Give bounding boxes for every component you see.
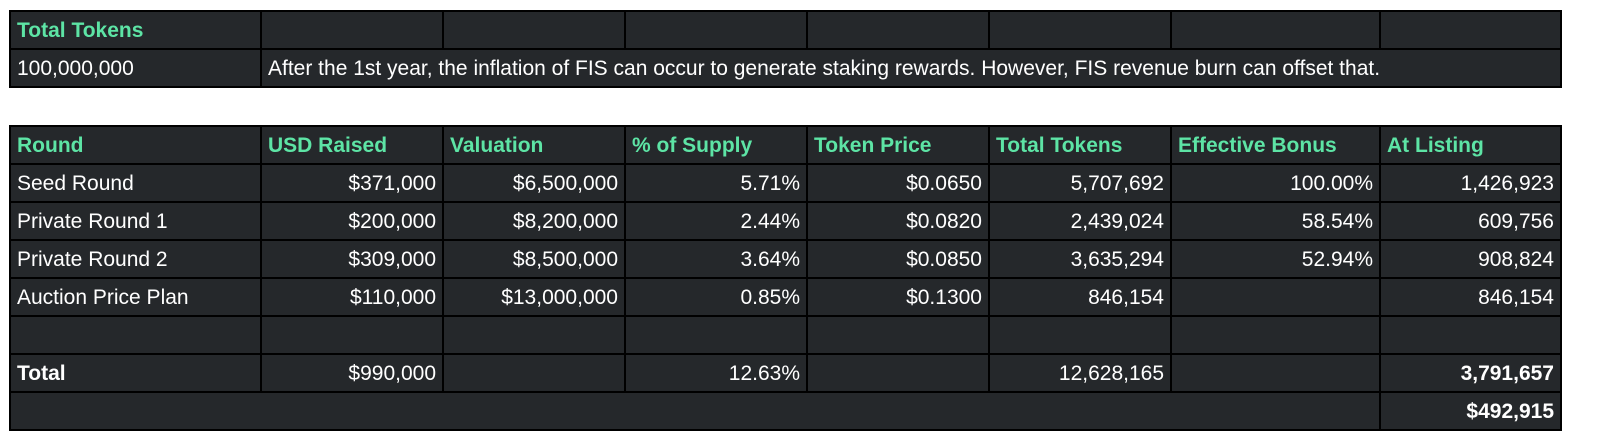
table-cell[interactable]: $8,200,000 [442, 201, 626, 241]
table-cell[interactable]: 1,426,923 [1379, 163, 1562, 203]
at-listing-usd-value[interactable]: $492,915 [1379, 391, 1562, 431]
total-tokens-value-row: 100,000,000 After the 1st year, the infl… [9, 48, 1562, 88]
table-cell[interactable]: 908,824 [1379, 239, 1562, 279]
table-cell[interactable]: 58.54% [1170, 201, 1381, 241]
table-cell[interactable]: 5.71% [624, 163, 808, 203]
column-header[interactable]: Total Tokens [988, 125, 1172, 165]
total-pct-supply[interactable]: 12.63% [624, 353, 808, 393]
table-cell[interactable]: 2,439,024 [988, 201, 1172, 241]
empty-cell[interactable] [806, 315, 990, 355]
round-name-cell[interactable]: Auction Price Plan [9, 277, 262, 317]
total-tokens-value[interactable]: 100,000,000 [9, 48, 262, 88]
table-cell[interactable]: 609,756 [1379, 201, 1562, 241]
table-cell[interactable]: $0.0820 [806, 201, 990, 241]
merged-empty-cell[interactable] [9, 391, 1381, 431]
table-cell[interactable]: 2.44% [624, 201, 808, 241]
table-cell[interactable]: 100.00% [1170, 163, 1381, 203]
table-row: Auction Price Plan $110,000 $13,000,000 … [9, 277, 1562, 317]
total-tokens-header-row: Total Tokens [9, 10, 1562, 50]
empty-cell[interactable] [1170, 10, 1381, 50]
empty-cell[interactable] [988, 315, 1172, 355]
column-header[interactable]: Effective Bonus [1170, 125, 1381, 165]
empty-cell[interactable] [1379, 10, 1562, 50]
empty-cell[interactable] [1170, 315, 1381, 355]
table-cell[interactable]: $13,000,000 [442, 277, 626, 317]
empty-cell[interactable] [260, 315, 444, 355]
empty-cell[interactable] [442, 10, 626, 50]
table-cell[interactable]: 846,154 [988, 277, 1172, 317]
round-name-cell[interactable]: Seed Round [9, 163, 262, 203]
empty-cell[interactable] [988, 10, 1172, 50]
table-row: Seed Round $371,000 $6,500,000 5.71% $0.… [9, 163, 1562, 203]
empty-cell[interactable] [806, 353, 990, 393]
table-cell[interactable] [1170, 277, 1381, 317]
table-cell[interactable]: $0.0650 [806, 163, 990, 203]
table-row: Private Round 2 $309,000 $8,500,000 3.64… [9, 239, 1562, 279]
column-header[interactable]: Token Price [806, 125, 990, 165]
column-header[interactable]: Round [9, 125, 262, 165]
table-cell[interactable]: 3.64% [624, 239, 808, 279]
column-header[interactable]: USD Raised [260, 125, 444, 165]
total-row: Total $990,000 12.63% 12,628,165 3,791,6… [9, 353, 1562, 393]
table-cell[interactable]: 3,635,294 [988, 239, 1172, 279]
table-cell[interactable]: $200,000 [260, 201, 444, 241]
table-cell[interactable]: $6,500,000 [442, 163, 626, 203]
inflation-note[interactable]: After the 1st year, the inflation of FIS… [260, 48, 1562, 88]
empty-cell[interactable] [806, 10, 990, 50]
empty-row [9, 315, 1562, 355]
round-name-cell[interactable]: Private Round 1 [9, 201, 262, 241]
column-header[interactable]: Valuation [442, 125, 626, 165]
empty-cell[interactable] [9, 315, 262, 355]
empty-cell[interactable] [442, 315, 626, 355]
round-name-cell[interactable]: Private Round 2 [9, 239, 262, 279]
column-header-row: Round USD Raised Valuation % of Supply T… [9, 125, 1562, 165]
table-cell[interactable]: 0.85% [624, 277, 808, 317]
total-tokens-sum[interactable]: 12,628,165 [988, 353, 1172, 393]
empty-cell[interactable] [260, 10, 444, 50]
column-header[interactable]: % of Supply [624, 125, 808, 165]
table-cell[interactable]: $0.0850 [806, 239, 990, 279]
empty-cell[interactable] [624, 315, 808, 355]
table-cell[interactable]: 52.94% [1170, 239, 1381, 279]
table-cell[interactable]: $309,000 [260, 239, 444, 279]
empty-cell[interactable] [442, 353, 626, 393]
table-cell[interactable]: 846,154 [1379, 277, 1562, 317]
empty-cell[interactable] [1379, 315, 1562, 355]
total-usd-raised[interactable]: $990,000 [260, 353, 444, 393]
total-tokens-table: Total Tokens 100,000,000 After the 1st y… [9, 10, 1562, 88]
funding-rounds-table: Round USD Raised Valuation % of Supply T… [9, 125, 1562, 431]
empty-cell[interactable] [1170, 353, 1381, 393]
column-header[interactable]: At Listing [1379, 125, 1562, 165]
table-cell[interactable]: 5,707,692 [988, 163, 1172, 203]
total-label[interactable]: Total [9, 353, 262, 393]
table-cell[interactable]: $371,000 [260, 163, 444, 203]
total-tokens-header[interactable]: Total Tokens [9, 10, 262, 50]
total-at-listing[interactable]: 3,791,657 [1379, 353, 1562, 393]
table-cell[interactable]: $0.1300 [806, 277, 990, 317]
table-row: Private Round 1 $200,000 $8,200,000 2.44… [9, 201, 1562, 241]
empty-cell[interactable] [624, 10, 808, 50]
table-cell[interactable]: $110,000 [260, 277, 444, 317]
listing-value-row: $492,915 [9, 391, 1562, 431]
table-cell[interactable]: $8,500,000 [442, 239, 626, 279]
